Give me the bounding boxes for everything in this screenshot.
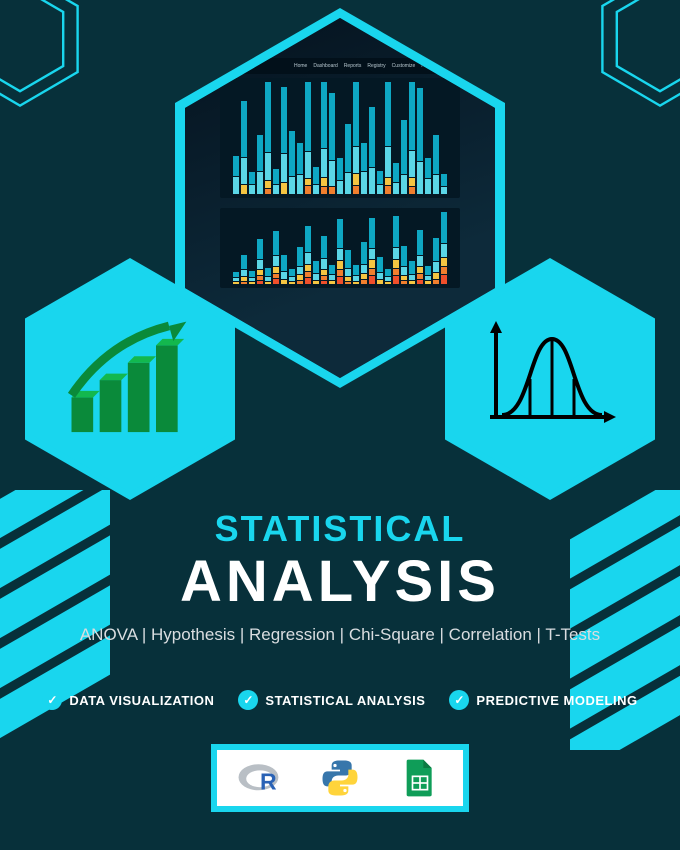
headline-block: STATISTICAL ANALYSIS (0, 508, 680, 615)
r-logo: R (237, 758, 283, 798)
headline-line2: ANALYSIS (0, 548, 680, 615)
feature-label: STATISTICAL ANALYSIS (265, 693, 425, 708)
dashboard-menu-item: Dashboard (313, 63, 337, 69)
feature-item: ✓ PREDICTIVE MODELING (449, 690, 637, 710)
dashboard-menu-item: Customize (392, 63, 416, 69)
headline-line1: STATISTICAL (0, 508, 680, 550)
dashboard-menu-item: Home (294, 63, 307, 69)
dashboard-top-chart (220, 78, 460, 198)
tools-box: R (217, 750, 463, 806)
dashboard-bottom-chart (220, 208, 460, 288)
feature-item: ✓ STATISTICAL ANALYSIS (238, 690, 425, 710)
check-icon: ✓ (449, 690, 469, 710)
subtitle-text: ANOVA | Hypothesis | Regression | Chi-Sq… (60, 624, 620, 647)
bar-growth-icon (65, 319, 195, 439)
decor-hex-outline-top-right (600, 0, 680, 108)
check-icon: ✓ (42, 690, 62, 710)
python-logo (317, 758, 363, 798)
sheets-logo (397, 758, 443, 798)
feature-label: PREDICTIVE MODELING (476, 693, 637, 708)
bell-curve-icon (480, 319, 620, 439)
decor-hex-outline-top-left (0, 0, 80, 108)
dashboard-menu-item: Reports (344, 63, 362, 69)
tools-border: R (211, 744, 469, 812)
feature-label: DATA VISUALIZATION (69, 693, 214, 708)
svg-text:R: R (260, 769, 277, 795)
check-icon: ✓ (238, 690, 258, 710)
dashboard-menu-item: Registry (367, 63, 385, 69)
infographic-canvas: HomeDashboardReportsRegistryCustomizeHel… (0, 0, 680, 850)
feature-row: ✓ DATA VISUALIZATION ✓ STATISTICAL ANALYSIS… (0, 690, 680, 710)
feature-item: ✓ DATA VISUALIZATION (42, 690, 214, 710)
